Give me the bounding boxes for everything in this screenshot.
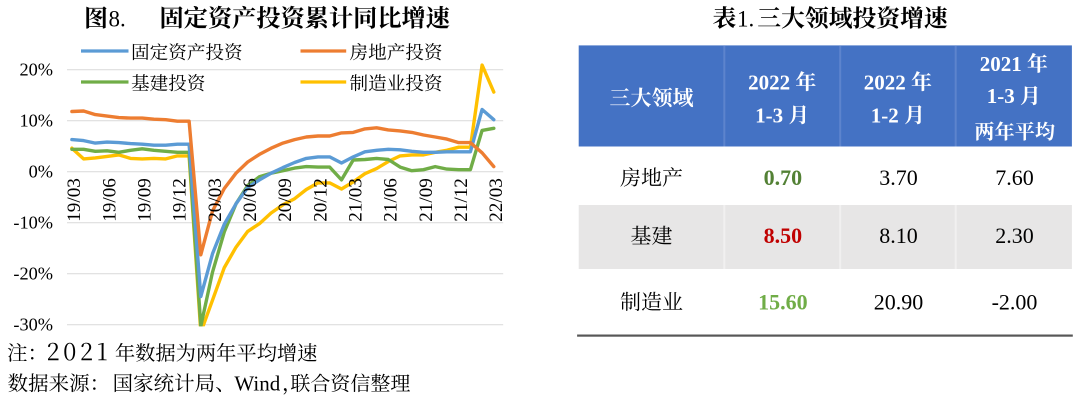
svg-text:21/12: 21/12 (451, 178, 472, 222)
svg-text:Wind: Wind (234, 372, 280, 396)
svg-text:19/12: 19/12 (170, 178, 191, 222)
svg-text:19/09: 19/09 (135, 178, 156, 222)
svg-text:20/12: 20/12 (310, 178, 331, 222)
svg-text:20/06: 20/06 (240, 178, 261, 222)
svg-text:20/03: 20/03 (205, 178, 226, 222)
svg-text:8.50: 8.50 (764, 223, 803, 248)
svg-text:1-2: 1-2 (871, 103, 899, 127)
svg-text:19/06: 19/06 (99, 178, 120, 222)
svg-text:-20%: -20% (13, 264, 53, 284)
svg-text:0.70: 0.70 (764, 165, 803, 190)
svg-text:8.: 8. (109, 7, 126, 32)
svg-text:2021: 2021 (980, 52, 1022, 76)
svg-text:21/09: 21/09 (416, 178, 437, 222)
svg-text:20.90: 20.90 (874, 289, 924, 314)
svg-text:22/03: 22/03 (486, 178, 507, 222)
svg-text:21/06: 21/06 (381, 178, 402, 222)
svg-text:15.60: 15.60 (758, 289, 808, 314)
svg-text:-30%: -30% (13, 315, 53, 335)
svg-text:1-3: 1-3 (987, 84, 1015, 108)
svg-text:21/03: 21/03 (346, 178, 367, 222)
svg-text:-10%: -10% (13, 213, 53, 233)
svg-text:2022: 2022 (864, 70, 906, 94)
svg-text:20/09: 20/09 (275, 178, 296, 222)
svg-text:7.60: 7.60 (995, 165, 1034, 190)
svg-text:2.30: 2.30 (995, 223, 1034, 248)
svg-text:19/03: 19/03 (64, 178, 85, 222)
svg-text:3.70: 3.70 (879, 165, 918, 190)
svg-text:8.10: 8.10 (879, 223, 918, 248)
svg-text:10%: 10% (20, 111, 54, 131)
svg-text:0%: 0% (29, 162, 53, 182)
svg-text:20%: 20% (20, 60, 54, 80)
svg-text:1-3: 1-3 (755, 103, 783, 127)
svg-text:1.: 1. (737, 7, 754, 32)
svg-text:2022: 2022 (748, 70, 790, 94)
svg-text:-2.00: -2.00 (992, 289, 1038, 314)
